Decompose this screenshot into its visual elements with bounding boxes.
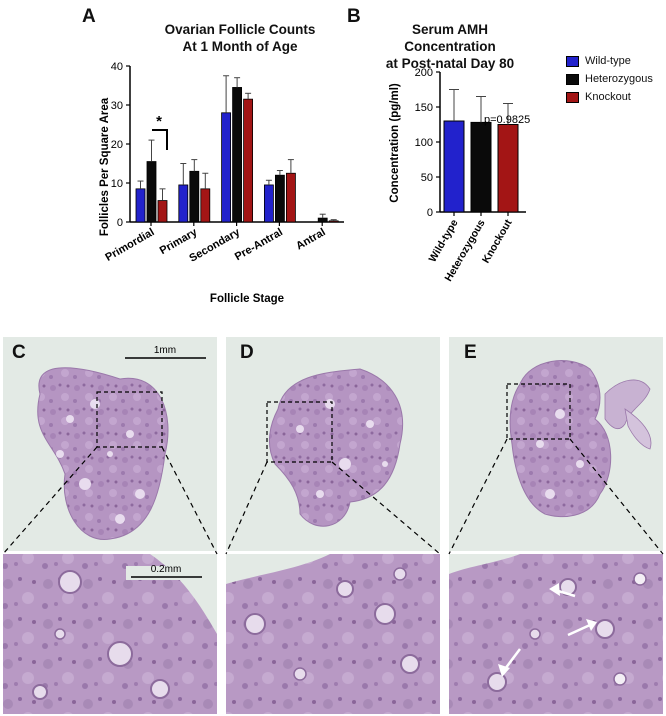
chart-a-category-label: Antral: [294, 226, 328, 252]
micrograph-figure: 1mm 0.2mm: [2, 337, 664, 714]
bar-heterozygous-secondary: [232, 87, 243, 223]
bar-wild-type: [443, 120, 465, 213]
bar-wild-type-secondary: [221, 112, 232, 223]
chart-b-ytick-label: 150: [415, 102, 433, 114]
bar-wild-type-pre-antral: [263, 184, 274, 223]
panel-letter-d: D: [240, 342, 254, 363]
legend-label-wild-type: Wild-type: [585, 55, 631, 67]
chart-b-title-line1: Serum AMH Concentration: [404, 22, 496, 54]
arrowhead-icon: [498, 583, 597, 677]
chart-b-ytick-label: 0: [427, 207, 433, 219]
panel-c-overview: 1mm: [3, 337, 217, 551]
panel-letter-e: E: [464, 342, 477, 363]
bar-wild-type-primary: [178, 184, 189, 223]
chart-a-ytick-label: 40: [111, 61, 123, 73]
panel-letter-a: A: [82, 6, 96, 27]
significance-bracket: [152, 129, 168, 150]
legend-swatch-wild-type: [566, 55, 579, 67]
bar-wild-type-primordial: [135, 188, 146, 223]
bar-knockout: [497, 124, 519, 213]
bar-heterozygous-primary: [189, 170, 200, 223]
bar-knockout-pre-antral: [285, 172, 296, 223]
panel-letter-c: C: [12, 342, 26, 363]
panel-e-overview: [449, 337, 663, 551]
chart-b-ytick-label: 200: [415, 67, 433, 79]
chart-a-ylabel: Follicles Per Square Area: [99, 97, 111, 236]
bar-heterozygous-pre-antral: [274, 174, 285, 223]
follicle-count-chart: Follicles Per Square Area Follicle Stage…: [99, 61, 344, 305]
legend-item-heterozygous: Heterozygous: [566, 70, 653, 88]
chart-a-title-line2: At 1 Month of Age: [182, 39, 298, 54]
legend-swatch-heterozygous: [566, 73, 579, 85]
bar-heterozygous-primordial: [146, 161, 157, 223]
chart-a-title: Ovarian Follicle Counts At 1 Month of Ag…: [130, 21, 350, 55]
chart-a-xlabel: Follicle Stage: [210, 293, 284, 305]
legend-swatch-knockout: [566, 91, 579, 103]
bar-heterozygous-antral: [317, 217, 328, 223]
significance-star: *: [156, 113, 162, 130]
bar-knockout-primary: [200, 188, 211, 223]
chart-a-category-label: Pre-Antral: [233, 226, 285, 263]
chart-b-ytick-label: 100: [415, 137, 433, 149]
panel-e-zoom: [449, 554, 663, 714]
chart-b-title-line2: at Post-natal Day 80: [385, 56, 515, 71]
chart-a-ytick-label: 10: [111, 178, 123, 190]
chart-b-pvalue: p=0.9825: [484, 114, 530, 126]
legend-item-knockout: Knockout: [566, 88, 653, 106]
panel-letter-b: B: [347, 6, 361, 27]
legend-label-heterozygous: Heterozygous: [585, 73, 653, 85]
bar-knockout-primordial: [157, 200, 168, 223]
chart-b-ytick-label: 50: [421, 172, 433, 184]
chart-a-ytick-label: 0: [117, 217, 123, 229]
chart-b-ylabel: Concentration (pg/ml): [389, 83, 401, 203]
chart-b-title: Serum AMH Concentration at Post-natal Da…: [365, 21, 535, 72]
scale-bar-0-2mm: 0.2mm: [151, 564, 182, 575]
chart-a-ytick-label: 30: [111, 100, 123, 112]
panel-c-zoom: 0.2mm: [3, 554, 217, 714]
panel-d-overview: [226, 337, 440, 551]
legend-item-wild-type: Wild-type: [566, 52, 653, 70]
chart-a-category-label: Primordial: [103, 226, 156, 264]
chart-a-title-line1: Ovarian Follicle Counts: [164, 22, 316, 37]
panel-d-zoom: [226, 554, 440, 714]
scale-bar-1mm: 1mm: [154, 345, 176, 356]
bar-knockout-secondary: [243, 98, 254, 223]
bar-knockout-antral: [328, 220, 339, 223]
chart-a-ytick-label: 20: [111, 139, 123, 151]
legend-label-knockout: Knockout: [585, 91, 631, 103]
legend: Wild-type Heterozygous Knockout: [566, 52, 653, 106]
bar-heterozygous: [470, 121, 492, 213]
